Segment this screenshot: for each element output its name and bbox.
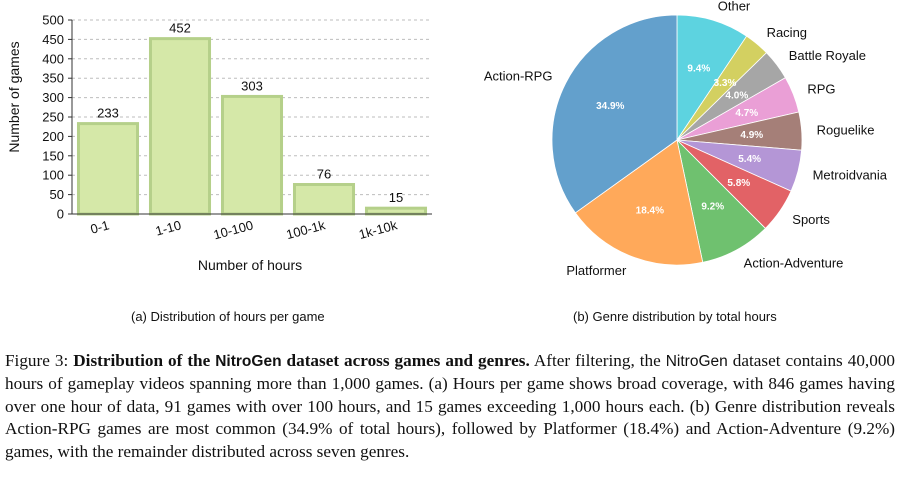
pie-genre-label: Action-RPG xyxy=(484,69,553,84)
y-tick-label: 350 xyxy=(42,71,64,86)
bar-value-label: 303 xyxy=(241,78,263,93)
caption-lead-dataset-name: NitroGen xyxy=(215,353,282,370)
bar-value-label: 452 xyxy=(169,21,191,36)
x-tick-label: 100-1k xyxy=(284,217,327,242)
pie-percent-label: 9.2% xyxy=(701,201,724,212)
caption-body-part-1: After filtering, the xyxy=(529,351,666,370)
bar-chart-y-axis-label: Number of games xyxy=(6,41,22,152)
caption-body-dataset-name: NitroGen xyxy=(665,353,728,370)
bar-0-1 xyxy=(76,122,140,216)
bar-chart-bars: 233 452 303 76 15 xyxy=(76,21,428,216)
bar-1k-10k xyxy=(364,206,428,216)
pie-percent-label: 18.4% xyxy=(636,205,664,216)
pie-chart-genre-labels: Other Racing Battle Royale RPG Roguelike Metr… xyxy=(484,0,888,278)
y-tick-label: 50 xyxy=(50,187,64,202)
caption-lead: Distribution of the NitroGen dataset acr… xyxy=(73,351,530,370)
caption-body-part-2: dataset contains 40,000 hours of gamepla… xyxy=(5,351,896,461)
pie-percent-label: 5.8% xyxy=(727,178,750,189)
pie-slice-action-rpg xyxy=(551,14,678,214)
pie-genre-label: Action-Adventure xyxy=(744,256,844,271)
y-tick-label: 150 xyxy=(42,148,64,163)
figure-label: Figure 3: xyxy=(5,351,69,370)
subcaption-a: (a) Distribution of hours per game xyxy=(131,309,325,324)
bar-value-label: 76 xyxy=(317,167,331,182)
y-tick-label: 300 xyxy=(42,90,64,105)
y-tick-label: 400 xyxy=(42,51,64,66)
y-tick-label: 250 xyxy=(42,110,64,125)
figure-caption: Figure 3: Distribution of the NitroGen d… xyxy=(5,350,895,463)
pie-percent-label: 4.0% xyxy=(725,90,748,101)
hours-bar-chart: 233 452 303 76 15 0 50 100 150 200 250 300 350 400 45… xyxy=(6,13,432,273)
pie-percent-label: 4.9% xyxy=(740,130,763,141)
x-tick-label: 0-1 xyxy=(89,217,111,236)
caption-lead-part-1: Distribution of the xyxy=(73,351,216,370)
pie-chart-slices xyxy=(551,14,803,266)
pie-percent-label: 4.7% xyxy=(735,108,758,119)
bar-1-10 xyxy=(148,37,212,216)
pie-genre-label: Sports xyxy=(792,212,830,227)
pie-chart-percent-labels: 9.4% 3.3%4.0% 4.7% 4.9% 5.4% 5.8% 9.2% 18.4% 34.… xyxy=(596,64,763,217)
pie-percent-label: 5.4% xyxy=(738,154,761,165)
bar-value-label: 233 xyxy=(97,106,119,121)
pie-genre-label: Metroidvania xyxy=(813,167,888,182)
pie-genre-label: Battle Royale xyxy=(789,48,866,63)
pie-percent-label: 9.4% xyxy=(687,64,710,75)
x-tick-label: 10-100 xyxy=(212,217,255,242)
bar-10-100 xyxy=(220,94,284,216)
pie-percent-label: 3.3% xyxy=(714,78,737,89)
y-tick-label: 450 xyxy=(42,32,64,47)
y-tick-label: 500 xyxy=(42,13,64,28)
bar-chart-x-axis-label: Number of hours xyxy=(198,257,302,273)
pie-slice-platformer xyxy=(574,139,704,266)
pie-genre-label: Roguelike xyxy=(817,122,875,137)
pie-genre-label: RPG xyxy=(807,81,835,96)
x-tick-label: 1-10 xyxy=(154,217,183,238)
y-tick-label: 100 xyxy=(42,168,64,183)
bar-100-1k xyxy=(292,183,356,216)
subcaption-b: (b) Genre distribution by total hours xyxy=(573,309,777,324)
pie-genre-label: Other xyxy=(718,0,751,14)
bar-value-label: 15 xyxy=(389,190,403,205)
caption-lead-part-2: dataset across games and genres. xyxy=(281,351,530,370)
pie-genre-label: Platformer xyxy=(566,263,627,278)
x-tick-label: 1k-10k xyxy=(357,217,399,242)
genre-pie-chart: 9.4% 3.3%4.0% 4.7% 4.9% 5.4% 5.8% 9.2% 18.4% 34.… xyxy=(484,0,888,278)
y-tick-label: 0 xyxy=(57,207,64,222)
y-tick-label: 200 xyxy=(42,129,64,144)
pie-percent-label: 34.9% xyxy=(596,101,624,112)
pie-genre-label: Racing xyxy=(767,25,807,40)
